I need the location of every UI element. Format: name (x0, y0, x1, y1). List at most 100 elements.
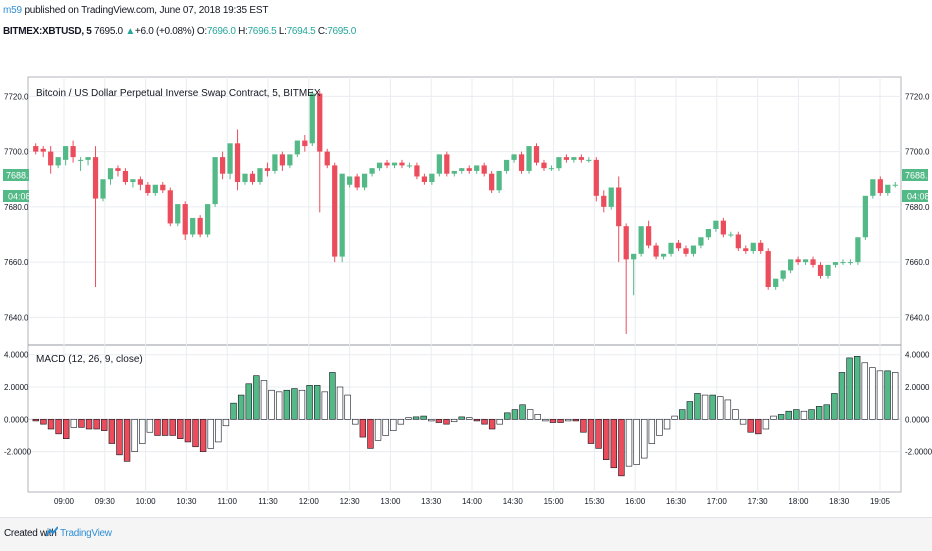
candle-body (892, 184, 898, 186)
macd-tick-label-left: -2.0000 (4, 448, 32, 457)
candle-body (765, 251, 771, 287)
macd-bar (253, 375, 260, 420)
macd-bar (412, 416, 420, 420)
candle-body (376, 162, 383, 169)
macd-bar (146, 419, 154, 433)
candle-body (227, 143, 233, 174)
macd-bar (101, 419, 108, 431)
price-tick-label-right: 7700.0 (905, 148, 930, 157)
candle-body (257, 168, 263, 182)
macd-bar (557, 419, 564, 423)
macd-bar (564, 419, 572, 422)
candle-body (436, 154, 442, 174)
candle-body (287, 154, 293, 166)
macd-bar (641, 419, 648, 459)
candle-body (48, 151, 54, 166)
macd-bar (139, 419, 146, 444)
candle-body (571, 157, 577, 160)
candle-body (384, 162, 390, 166)
candle-body (713, 220, 719, 229)
candle-body (780, 270, 786, 279)
candle-body (885, 184, 891, 194)
price-axis[interactable]: 7720.0 7720.0 7700.0 7700.0 7680.0 7680.0 7660… (4, 92, 932, 456)
time-tick-label: 13:00 (380, 497, 401, 506)
tradingview-link[interactable]: TradingView (60, 528, 112, 539)
macd-bar (519, 404, 526, 420)
time-tick-label: 14:30 (503, 497, 524, 506)
macd-bar (542, 419, 549, 422)
price-series (33, 90, 898, 334)
open-value: 7696.0 (206, 26, 236, 37)
candle-body (249, 173, 256, 182)
macd-bar (679, 409, 686, 420)
candle-body (788, 259, 794, 271)
candle-body (451, 170, 457, 174)
macd-bar (656, 419, 663, 436)
macd-bar (549, 419, 557, 423)
macd-bar (580, 419, 587, 433)
time-tick-label: 14:00 (462, 497, 483, 506)
candle-body (100, 179, 106, 199)
macd-bar (853, 356, 861, 420)
candle-body (137, 179, 143, 185)
candle-body (646, 226, 652, 246)
macd-bar (526, 409, 534, 420)
price-tick-label-right: 7660.0 (905, 258, 930, 267)
candle-body (369, 168, 375, 174)
macd-bar (838, 372, 846, 420)
macd-bar (747, 419, 754, 433)
candle-body (122, 170, 129, 182)
macd-bar (336, 386, 344, 420)
macd-bar (892, 372, 899, 420)
macd-bar (443, 419, 450, 425)
candle-body (444, 154, 450, 174)
macd-bar (275, 391, 283, 420)
time-axis[interactable]: 09:00 09:30 10:00 10:30 11:00 11:30 12:00 12:30… (54, 497, 891, 506)
candle-body (85, 157, 91, 160)
author-link[interactable]: m59 (3, 5, 22, 16)
macd-bar (762, 419, 770, 430)
footer: Created with TradingView (0, 517, 932, 551)
macd-bar (610, 419, 617, 469)
candle-body (877, 179, 883, 194)
macd-bar (237, 394, 245, 420)
macd-bar (390, 419, 397, 431)
symbol-label[interactable]: BITMEX:XBTUSD, 5 (3, 26, 92, 37)
macd-bar (572, 419, 579, 422)
macd-bar (496, 419, 503, 425)
candle-body (272, 154, 278, 171)
macd-bar (283, 389, 290, 420)
macd-bar (884, 370, 891, 420)
macd-bar (192, 419, 199, 448)
candle-body (324, 151, 330, 166)
macd-bar (701, 394, 709, 420)
macd-bar (861, 362, 868, 420)
time-tick-label: 18:00 (788, 497, 809, 506)
macd-bar (161, 419, 169, 436)
candle-body (347, 176, 353, 185)
price-tick-label-left: 7680.0 (4, 203, 29, 212)
candle-body (690, 245, 697, 254)
macd-tick-label-right: 4.0000 (905, 351, 930, 360)
macd-bar (314, 385, 321, 420)
candle-body (70, 146, 76, 158)
macd-bar (367, 419, 374, 449)
macd-bar (207, 419, 214, 449)
price-tick-label-left: 7640.0 (4, 313, 29, 322)
candle-body (810, 259, 816, 265)
candle-body (675, 242, 682, 249)
macd-bar (306, 385, 313, 420)
macd-bar (116, 419, 123, 456)
time-tick-label: 16:00 (625, 497, 646, 506)
chart-canvas[interactable]: 7720.0 7720.0 7700.0 7700.0 7680.0 7680.0 7660… (0, 0, 932, 517)
time-tick-label: 13:30 (421, 497, 442, 506)
candle-body (705, 228, 712, 238)
candle-body (518, 154, 525, 171)
candle-body (92, 157, 99, 199)
time-tick-label: 17:00 (707, 497, 728, 506)
time-tick-label: 15:30 (584, 497, 605, 506)
macd-bar (724, 399, 732, 420)
low-value: 7694.5 (286, 26, 316, 37)
tradingview-logo-icon[interactable] (46, 526, 58, 538)
candle-body (40, 148, 46, 152)
